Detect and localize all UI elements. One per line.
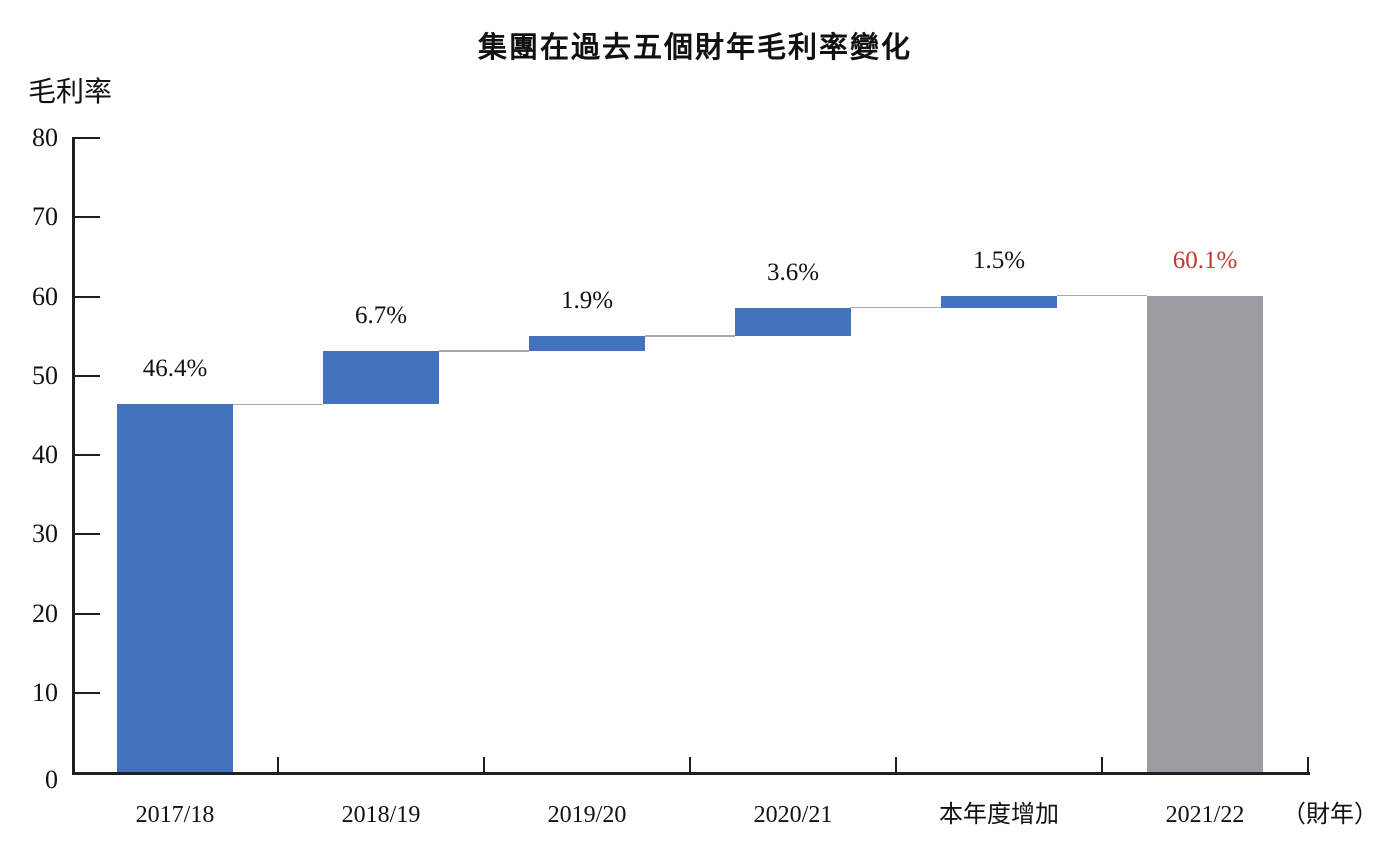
y-tick-label: 30 — [32, 519, 58, 549]
bar-value-label: 3.6% — [766, 258, 820, 286]
chart-title: 集團在過去五個財年毛利率變化 — [477, 30, 912, 64]
x-axis-unit-label: （財年） — [1282, 802, 1378, 828]
connector-line — [1057, 294, 1147, 297]
x-axis-tick — [277, 757, 279, 772]
x-axis-line — [72, 772, 1310, 775]
y-tick-label: 70 — [32, 202, 58, 232]
y-axis-tick — [72, 295, 100, 298]
x-category-label: 2018/19 — [341, 802, 421, 828]
increase-bar — [735, 307, 851, 337]
y-tick-label: 60 — [32, 281, 58, 311]
y-axis-tick — [72, 612, 100, 615]
x-axis-tick — [483, 757, 485, 772]
y-tick-label: 0 — [45, 765, 58, 794]
y-axis-tick — [72, 691, 100, 694]
y-tick-label: 40 — [32, 440, 58, 469]
bar-value-label: 1.9% — [560, 287, 614, 315]
connector-line — [851, 306, 941, 309]
bar-value-label: 60.1% — [1172, 246, 1238, 274]
y-axis-tick — [72, 137, 100, 139]
x-category-label: 2020/21 — [753, 802, 833, 828]
connector-line — [439, 350, 529, 352]
x-axis-tick — [1101, 757, 1103, 772]
y-tick-label: 80 — [32, 123, 58, 152]
y-axis-line — [72, 138, 75, 775]
x-category-label: 本年度增加 — [939, 802, 1059, 828]
y-tick-label: 20 — [32, 598, 58, 628]
x-axis-tick — [1307, 757, 1309, 772]
x-category-label: 2017/18 — [135, 802, 215, 828]
connector-line — [645, 335, 735, 337]
y-axis-tick — [72, 216, 100, 219]
y-axis-tick — [72, 533, 100, 536]
increase-bar — [117, 404, 233, 772]
x-axis-tick — [689, 757, 691, 772]
increase-bar — [529, 336, 645, 352]
x-axis-tick — [895, 757, 897, 772]
y-tick-label: 10 — [32, 677, 58, 707]
increase-bar — [323, 351, 439, 405]
x-category-label: 2021/22 — [1165, 802, 1245, 828]
y-tick-label: 50 — [32, 360, 58, 390]
x-category-label: 2019/20 — [547, 802, 627, 828]
bar-value-label: 1.5% — [972, 246, 1026, 274]
y-axis-title: 毛利率 — [28, 77, 113, 108]
total-bar — [1147, 295, 1263, 772]
y-axis-tick — [72, 374, 100, 377]
y-axis-tick — [72, 454, 100, 456]
connector-line — [233, 403, 323, 406]
bar-value-label: 46.4% — [142, 355, 208, 383]
increase-bar — [941, 295, 1057, 308]
bar-value-label: 6.7% — [354, 302, 408, 330]
